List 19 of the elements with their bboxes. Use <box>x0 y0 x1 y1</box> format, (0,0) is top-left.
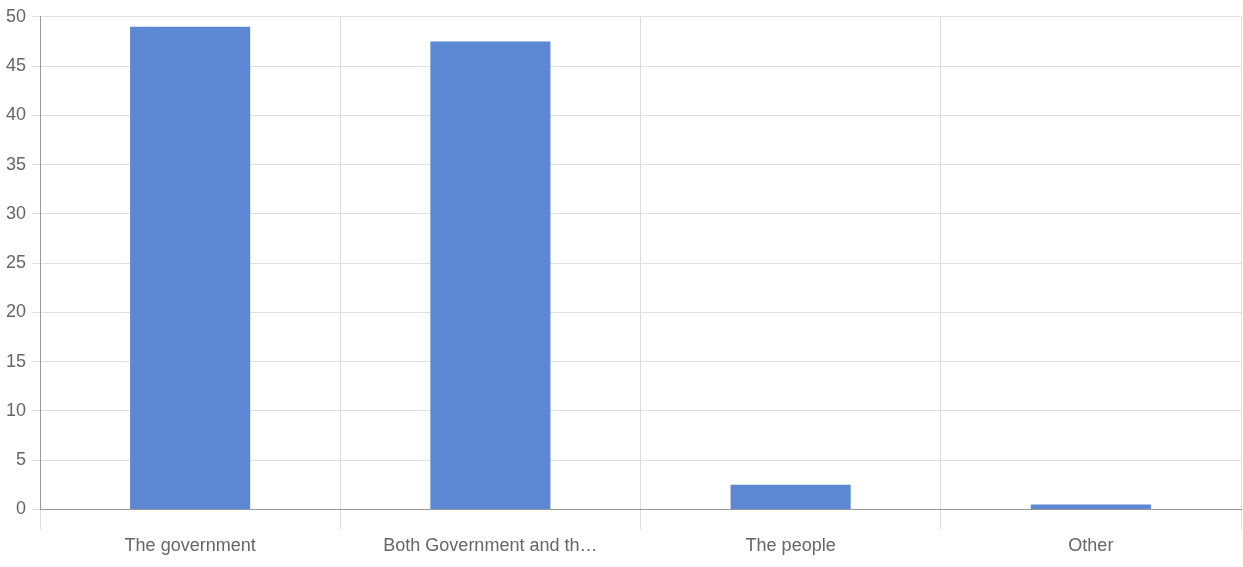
y-tick-label: 35 <box>5 153 27 174</box>
y-tick-label: 50 <box>5 5 27 26</box>
y-tick-label: 25 <box>5 252 27 273</box>
bar <box>430 41 551 509</box>
bar <box>730 484 851 509</box>
x-tick-label: Both Government and th… <box>383 535 598 556</box>
y-tick-label: 15 <box>5 350 27 371</box>
y-tick-label: 20 <box>5 301 27 322</box>
bar <box>1030 504 1151 509</box>
y-tick-label: 10 <box>5 399 27 420</box>
bar <box>130 26 251 509</box>
y-tick-label: 5 <box>16 449 27 470</box>
x-tick-label: The people <box>745 535 836 556</box>
y-tick-label: 45 <box>5 55 27 76</box>
x-tick-label: The government <box>124 535 256 556</box>
y-tick-label: 0 <box>16 498 27 519</box>
x-tick-label: Other <box>1068 535 1114 556</box>
y-tick-label: 30 <box>5 202 27 223</box>
y-tick-label: 40 <box>5 104 27 125</box>
